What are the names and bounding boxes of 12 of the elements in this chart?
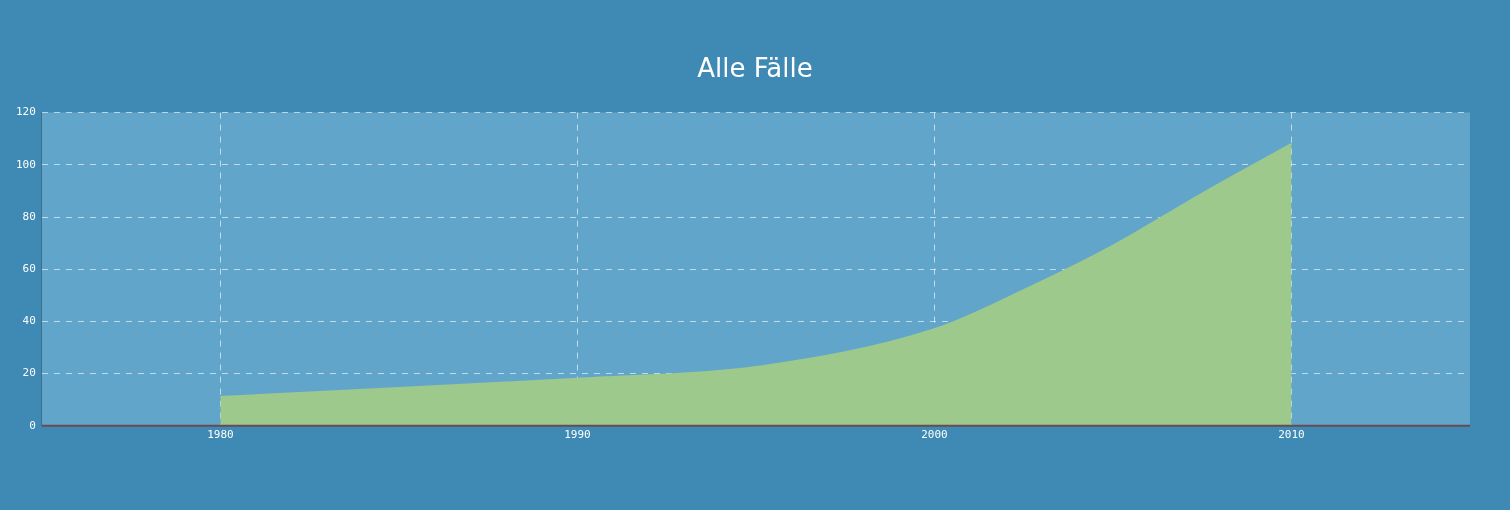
y-tick-label: 120: [15, 105, 36, 119]
y-tick-label: 0: [29, 418, 36, 432]
x-tick-label: 2000: [921, 428, 948, 442]
x-tick-label: 1980: [207, 428, 234, 442]
y-tick-label: 40: [22, 314, 36, 328]
chart-title: Alle Fälle: [696, 52, 814, 85]
y-tick-label: 100: [15, 157, 36, 171]
y-tick-label: 20: [22, 366, 36, 380]
x-tick-label: 1990: [564, 428, 591, 442]
x-tick-label: 2010: [1278, 428, 1305, 442]
y-tick-label: 60: [22, 262, 36, 276]
y-tick-label: 80: [22, 209, 36, 223]
